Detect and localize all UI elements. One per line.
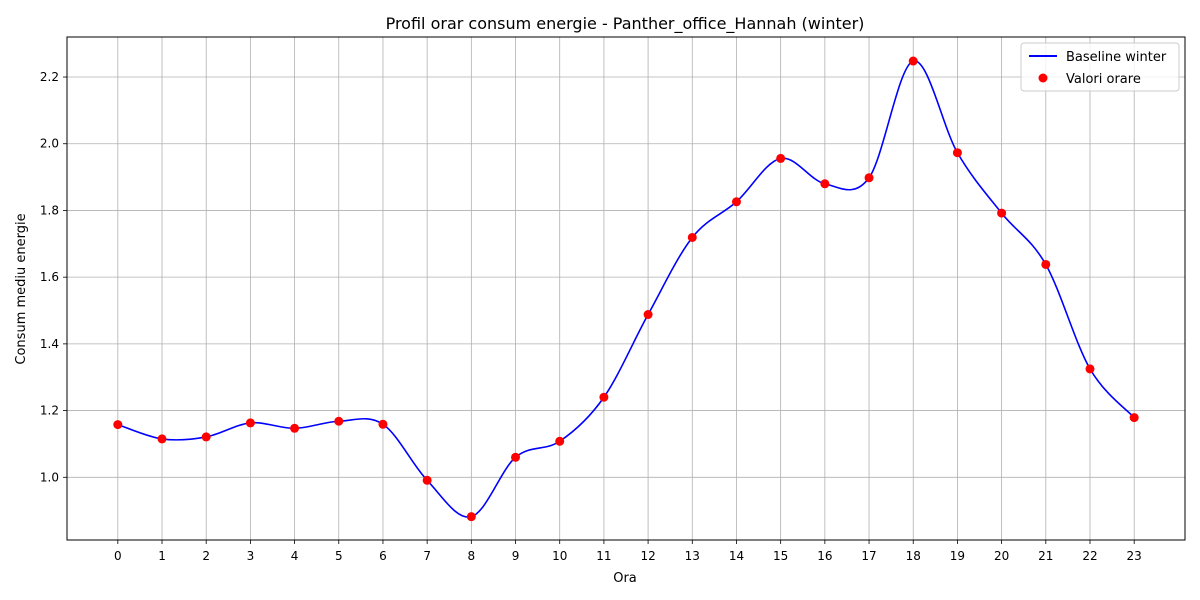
x-tick-label: 1 (158, 549, 166, 563)
scatter-point (908, 56, 918, 66)
x-tick-label: 12 (640, 549, 655, 563)
scatter-point (864, 173, 874, 183)
scatter-point (157, 434, 167, 444)
y-tick-label: 1.2 (40, 404, 59, 418)
plot-frame (66, 36, 1186, 541)
scatter-point (1085, 364, 1095, 374)
legend-label-baseline: Baseline winter (1066, 50, 1167, 65)
scatter-point (201, 432, 211, 442)
scatter-point (776, 153, 786, 163)
chart-title: Profil orar consum energie - Panther_off… (386, 14, 865, 34)
x-tick-label: 19 (950, 549, 965, 563)
x-tick-label: 10 (552, 549, 567, 563)
x-tick-label: 11 (596, 549, 611, 563)
x-tick-label: 17 (861, 549, 876, 563)
scatter-point (422, 475, 432, 485)
x-axis-ticks: 0 1 2 3 4 5 6 7 8 9 10 11 12 13 14 15 16 17 18 19 20 21 22 23 (114, 540, 1142, 563)
x-tick-label: 13 (685, 549, 700, 563)
x-tick-label: 6 (379, 549, 387, 563)
scatter-point (599, 392, 609, 402)
scatter-point (113, 420, 123, 430)
y-tick-label: 2.2 (40, 70, 59, 84)
plot-series (113, 56, 1139, 522)
legend-scatter-marker (1038, 73, 1048, 83)
y-tick-label: 1.0 (40, 470, 59, 484)
scatter-point (820, 179, 830, 189)
scatter-point (555, 436, 565, 446)
x-tick-label: 4 (291, 549, 299, 563)
y-tick-label: 2.0 (40, 137, 59, 151)
legend-box (1020, 42, 1180, 92)
x-tick-label: 8 (468, 549, 476, 563)
x-tick-label: 9 (512, 549, 520, 563)
scatter-point (466, 512, 476, 522)
x-tick-label: 20 (994, 549, 1009, 563)
scatter-point (952, 148, 962, 158)
legend: Baseline winter Valori orare (1020, 42, 1180, 92)
x-tick-label: 5 (335, 549, 343, 563)
x-tick-label: 22 (1082, 549, 1097, 563)
y-tick-label: 1.8 (40, 203, 59, 217)
x-tick-label: 7 (423, 549, 431, 563)
x-tick-label: 0 (114, 549, 122, 563)
x-tick-label: 14 (729, 549, 744, 563)
x-tick-label: 23 (1127, 549, 1142, 563)
y-tick-label: 1.4 (40, 337, 59, 351)
y-axis-label: Consum mediu energie (14, 213, 29, 364)
scatter-point (334, 416, 344, 426)
x-tick-label: 16 (817, 549, 832, 563)
scatter-point (245, 418, 255, 428)
y-axis-ticks: 1.0 1.2 1.4 1.6 1.8 2.0 2.2 (40, 70, 67, 484)
x-axis-label: Ora (613, 571, 637, 586)
x-tick-label: 2 (202, 549, 210, 563)
scatter-point (643, 310, 653, 320)
x-tick-label: 15 (773, 549, 788, 563)
x-tick-label: 21 (1038, 549, 1053, 563)
scatter-point (1129, 413, 1139, 423)
scatter-point (687, 232, 697, 242)
scatter-point (731, 197, 741, 207)
scatter-point (511, 452, 521, 462)
scatter-point (290, 423, 300, 433)
x-tick-label: 3 (247, 549, 255, 563)
scatter-point (378, 419, 388, 429)
legend-label-scatter: Valori orare (1066, 72, 1141, 87)
scatter-point (997, 208, 1007, 218)
scatter-point (1041, 259, 1051, 269)
y-tick-label: 1.6 (40, 270, 59, 284)
x-tick-label: 18 (906, 549, 921, 563)
